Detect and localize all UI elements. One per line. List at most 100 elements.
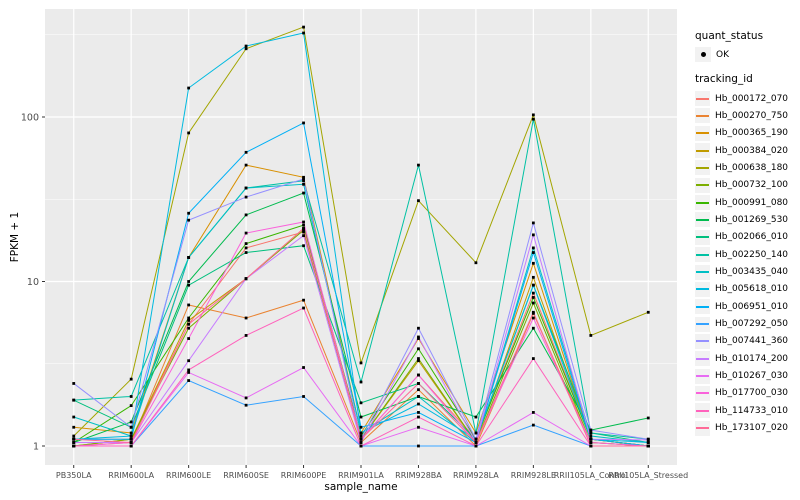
data-point xyxy=(302,223,305,227)
legend-line-icon xyxy=(696,114,709,117)
data-point xyxy=(72,425,76,429)
data-point xyxy=(417,444,420,448)
legend-key-box xyxy=(695,385,710,401)
data-point xyxy=(417,402,420,406)
legend-line-icon xyxy=(696,184,709,187)
x-tick-label: RRIM600PE xyxy=(281,471,327,480)
data-point xyxy=(244,396,248,400)
data-point xyxy=(244,242,248,245)
legend-item-Hb_005618_010: Hb_005618_010 xyxy=(695,281,788,298)
data-point xyxy=(72,382,76,385)
legend-item-Hb_000270_750: Hb_000270_750 xyxy=(695,107,788,124)
legend-item-Hb_003435_040: Hb_003435_040 xyxy=(695,264,788,281)
data-point xyxy=(302,230,305,234)
data-point xyxy=(474,431,478,435)
legend-key-box xyxy=(695,333,710,349)
data-point xyxy=(244,277,248,281)
legend-line-icon xyxy=(696,132,709,135)
data-point xyxy=(72,398,76,402)
data-point xyxy=(187,337,191,340)
data-point xyxy=(129,377,133,381)
legend-key-box xyxy=(695,351,710,367)
legend-line-icon xyxy=(696,357,709,360)
legend-item-label: Hb_000172_070 xyxy=(715,93,789,104)
legend-key-box xyxy=(695,195,710,211)
x-tick-label: PB350LA xyxy=(56,471,92,480)
legend-item-label: Hb_114733_010 xyxy=(715,405,789,416)
data-point xyxy=(646,444,650,448)
data-point xyxy=(302,31,305,35)
legend-key-box xyxy=(695,229,710,245)
data-point xyxy=(417,395,420,398)
data-point xyxy=(244,213,248,217)
legend-item-label: Hb_001269_530 xyxy=(715,214,789,225)
data-point xyxy=(187,86,191,90)
data-point xyxy=(187,368,191,372)
legend-item-label: Hb_006951_010 xyxy=(715,301,789,312)
legend-key-box xyxy=(695,160,710,176)
legend-item-label: Hb_173107_020 xyxy=(715,423,789,434)
data-point xyxy=(187,131,191,135)
data-point xyxy=(531,275,535,279)
legend: quant_status OK tracking_id Hb_000172_07… xyxy=(688,0,800,500)
data-point xyxy=(72,444,76,448)
legend-item-Hb_000384_020: Hb_000384_020 xyxy=(695,142,788,159)
data-point xyxy=(187,371,191,374)
data-point xyxy=(417,373,420,377)
data-point xyxy=(589,441,593,444)
legend-line-icon xyxy=(696,149,709,152)
legend-item-label: Hb_000270_750 xyxy=(715,110,789,121)
legend-line-icon xyxy=(696,305,709,308)
data-point xyxy=(531,221,535,225)
legend-line-icon xyxy=(696,97,709,100)
legend-key-box xyxy=(695,91,710,106)
data-point xyxy=(302,182,305,186)
legend-key-box xyxy=(695,108,710,124)
legend-item-Hb_000172_070: Hb_000172_070 xyxy=(695,90,788,107)
data-point xyxy=(531,251,535,254)
legend-item-ok: OK xyxy=(695,46,729,63)
legend-item-label: Hb_007292_050 xyxy=(715,319,789,330)
data-point xyxy=(589,444,593,448)
legend-key-box xyxy=(695,281,710,297)
data-point xyxy=(302,244,305,248)
data-point xyxy=(646,441,650,444)
data-point xyxy=(531,411,535,414)
legend-item-Hb_001269_530: Hb_001269_530 xyxy=(695,211,788,228)
data-point xyxy=(129,431,133,435)
data-point xyxy=(531,357,535,360)
data-point xyxy=(359,415,363,419)
legend-line-icon xyxy=(696,340,709,343)
legend-item-label: Hb_000638_180 xyxy=(715,162,789,173)
legend-line-icon xyxy=(696,375,709,378)
legend-item-Hb_007292_050: Hb_007292_050 xyxy=(695,316,788,333)
data-point xyxy=(244,403,248,407)
legend-item-label: OK xyxy=(716,49,729,60)
data-point xyxy=(417,382,420,385)
data-point xyxy=(302,25,305,29)
x-tick-label: RRIM928LE xyxy=(511,471,556,480)
data-point xyxy=(187,283,191,287)
legend-item-Hb_000365_190: Hb_000365_190 xyxy=(695,125,788,142)
legend-key-box xyxy=(695,403,710,419)
data-point xyxy=(302,395,305,398)
data-point xyxy=(531,246,535,250)
data-point xyxy=(417,359,420,363)
data-point xyxy=(244,44,248,48)
data-point xyxy=(531,283,535,287)
data-point xyxy=(359,425,363,429)
legend-key-box xyxy=(695,212,710,228)
data-point xyxy=(187,322,191,326)
data-point xyxy=(187,379,191,382)
ok-point-icon xyxy=(700,52,706,57)
data-point xyxy=(187,316,191,320)
legend-item-label: Hb_005618_010 xyxy=(715,284,789,295)
data-point xyxy=(359,437,363,441)
data-point xyxy=(244,231,248,235)
data-point xyxy=(244,150,248,154)
data-point xyxy=(302,298,305,302)
x-tick-label: RRIM928LA xyxy=(453,471,499,480)
data-point xyxy=(474,444,478,448)
legend-key-box xyxy=(695,420,710,436)
data-point xyxy=(474,437,478,441)
